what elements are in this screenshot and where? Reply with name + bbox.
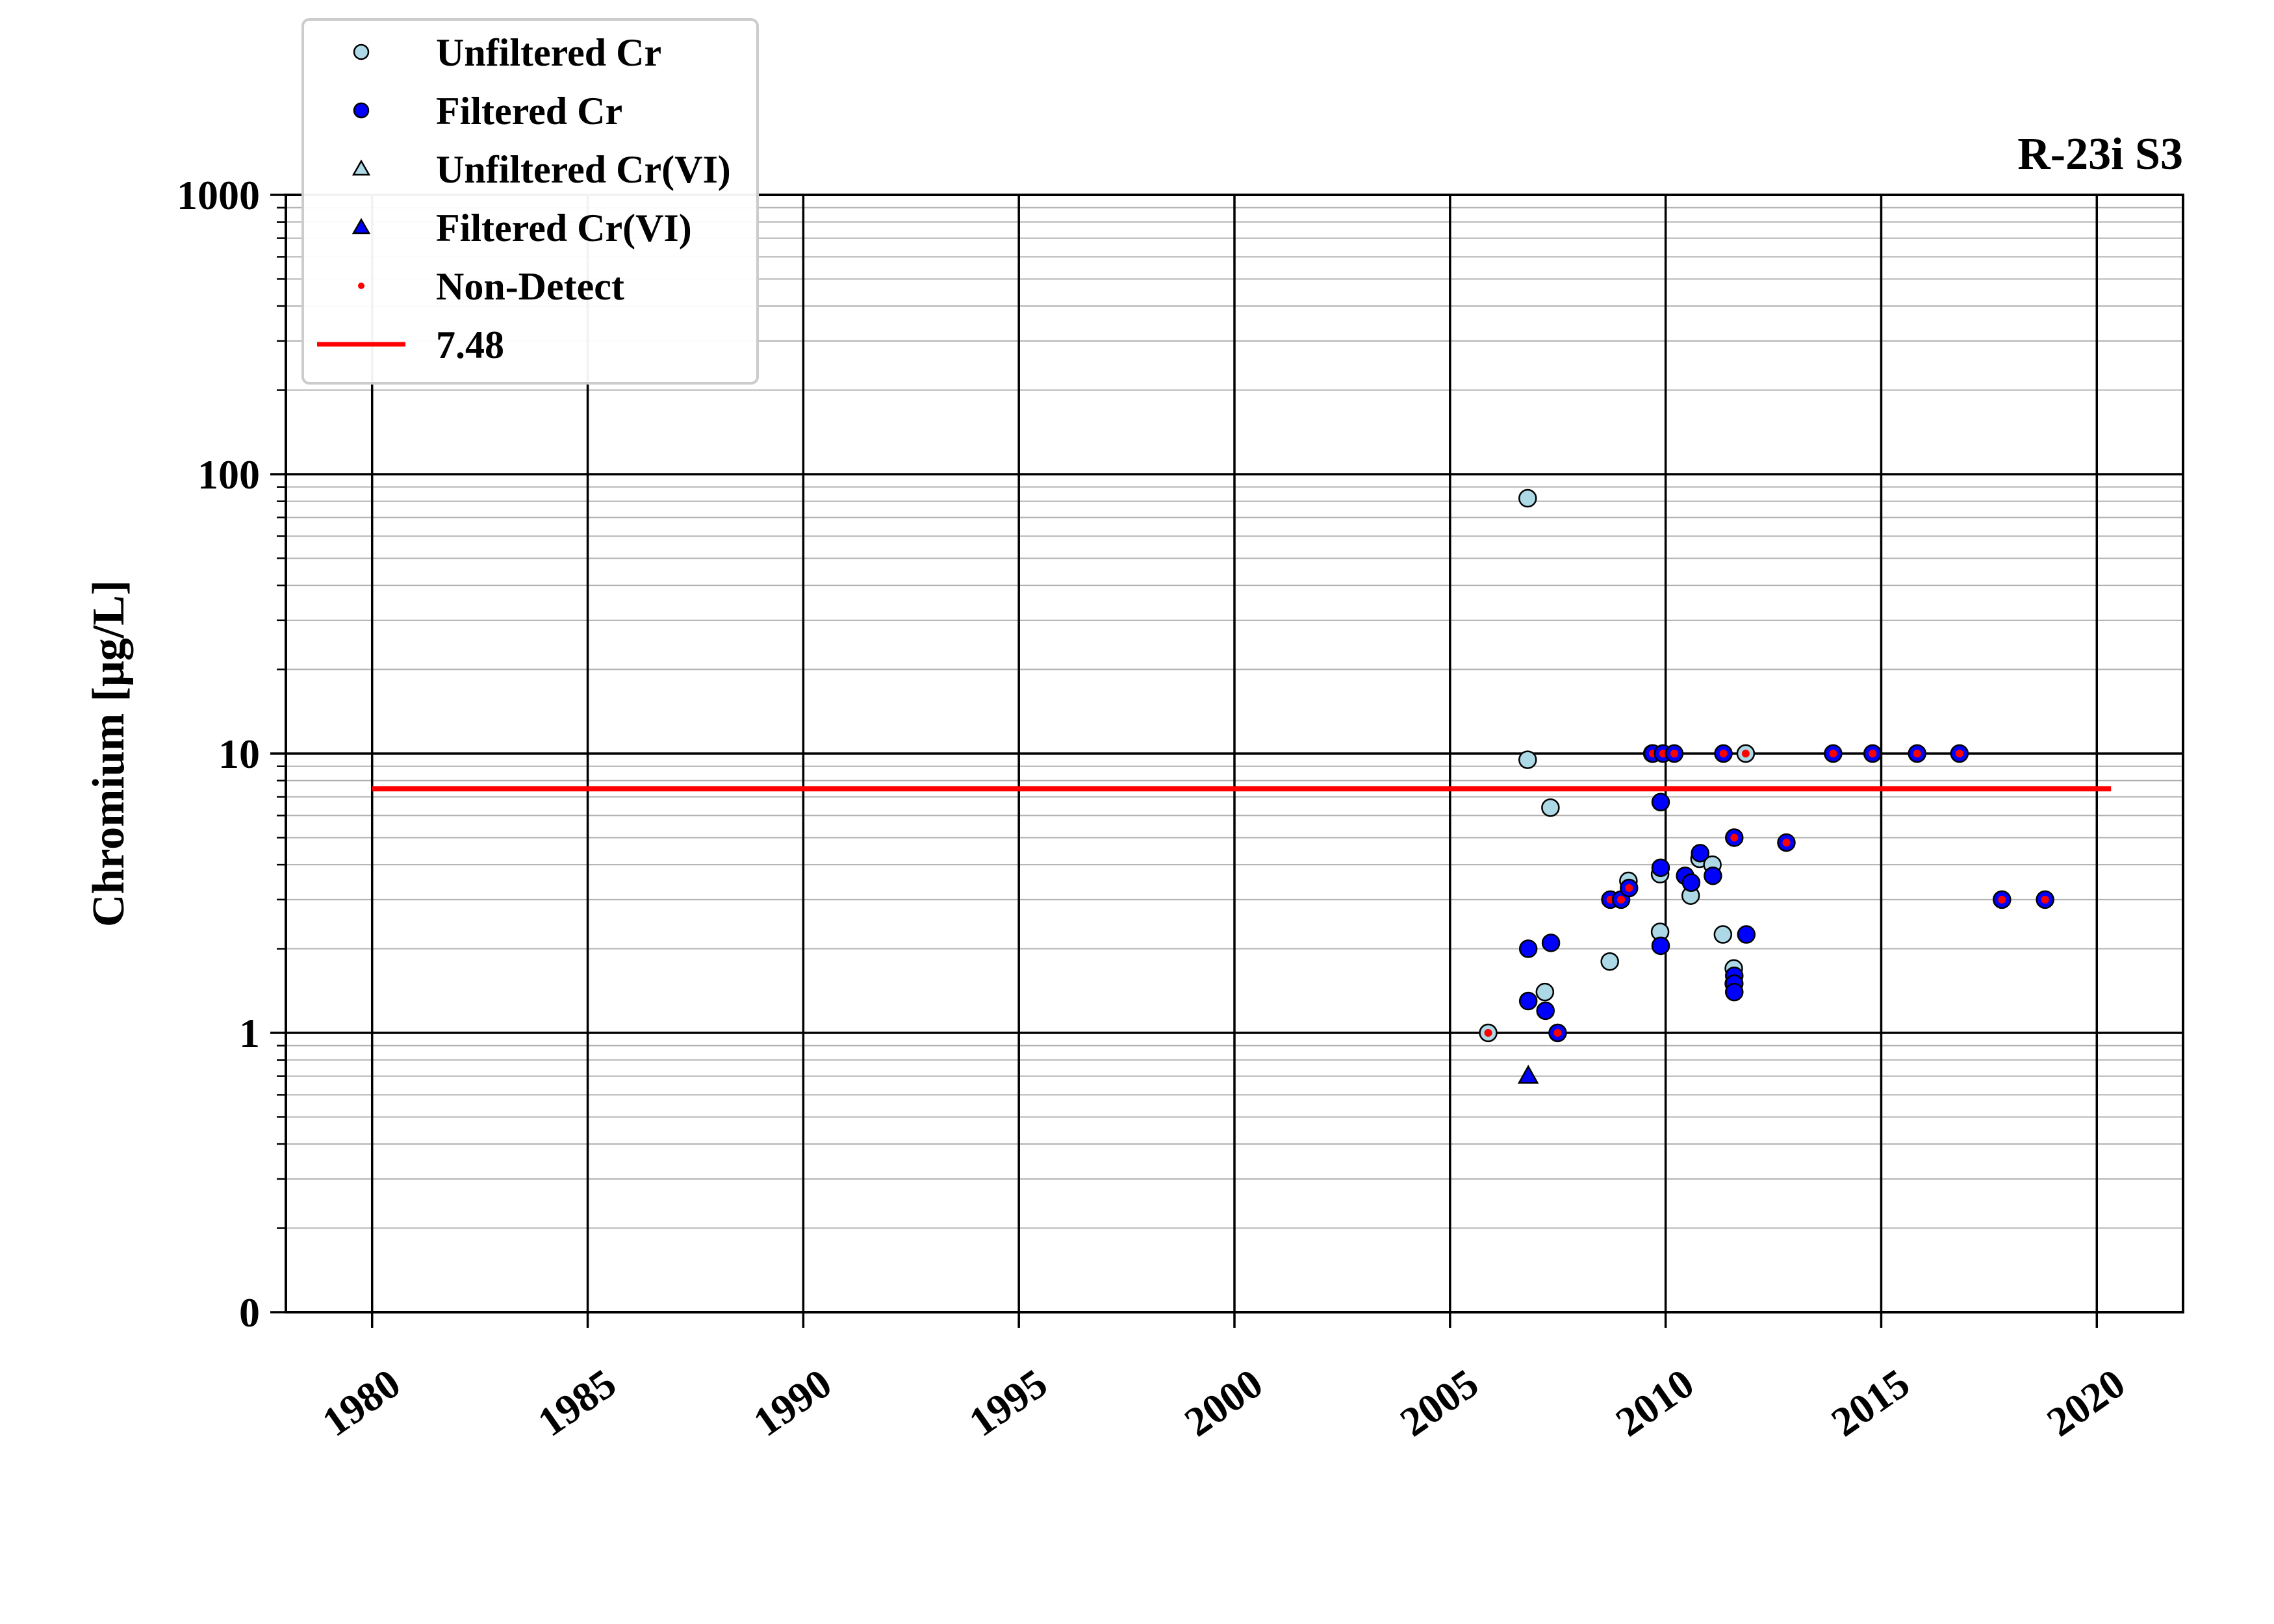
non-detect-dot xyxy=(1913,750,1921,757)
non-detect-dot xyxy=(1829,750,1837,757)
cr-circle-point xyxy=(1518,750,1537,769)
cr-circle-point xyxy=(1518,991,1538,1011)
legend-marker-triangle xyxy=(351,218,371,235)
cr-circle-point xyxy=(1681,873,1701,892)
non-detect-dot xyxy=(1741,750,1750,757)
cr-circle-point xyxy=(1691,844,1709,863)
cr-circle-point xyxy=(1651,936,1670,956)
non-detect-dot xyxy=(1869,750,1877,757)
non-detect-dot xyxy=(1553,1029,1562,1037)
y-tick-labels: 0 1 10 100 1000 xyxy=(177,172,260,1336)
legend-label-unfiltered-crvi: Unfiltered Cr(VI) xyxy=(436,148,731,191)
cr-circle-point xyxy=(1536,1001,1555,1021)
legend-label-threshold: 7.48 xyxy=(436,324,504,366)
non-detect-dot xyxy=(1730,833,1739,842)
non-detect-dot xyxy=(1617,895,1626,904)
legend-marker-circle xyxy=(353,44,370,60)
cr-circle-point xyxy=(1651,858,1670,878)
cr-circle-point xyxy=(1713,925,1733,944)
legend-label-filtered-cr: Filtered Cr xyxy=(436,90,622,133)
cr-circle-point xyxy=(1704,866,1722,885)
y-tick-label: 1 xyxy=(239,1010,260,1056)
legend: Unfiltered Cr Filtered Cr Unfiltered Cr(VI… xyxy=(301,18,759,385)
non-detect-dot xyxy=(1484,1029,1492,1037)
crvi-triangle-point xyxy=(1517,1065,1539,1084)
cr-circle-point xyxy=(1541,933,1561,952)
non-detect-dot xyxy=(1782,839,1791,847)
y-tick-label: 100 xyxy=(198,451,260,498)
data-points xyxy=(1479,488,2054,1084)
cr-circle-point xyxy=(1518,939,1538,958)
cr-circle-point xyxy=(1737,925,1756,944)
non-detect-dot xyxy=(1719,750,1728,757)
legend-box xyxy=(301,18,759,385)
y-axis-label: Chromium [μg/L] xyxy=(84,580,134,927)
cr-circle-point xyxy=(1541,798,1560,817)
cr-circle-point xyxy=(1535,982,1555,1002)
legend-marker-circle xyxy=(353,102,370,119)
cr-circle-point xyxy=(1725,982,1744,1002)
legend-marker-dot xyxy=(358,283,364,289)
cr-circle-point xyxy=(1518,488,1537,508)
chart-title: R-23i S3 xyxy=(2017,129,2183,179)
non-detect-dot xyxy=(1998,895,2006,904)
non-detect-dot xyxy=(1670,750,1678,757)
non-detect-dot xyxy=(1659,750,1667,757)
cr-circle-point xyxy=(1600,952,1619,971)
legend-marker-triangle xyxy=(351,159,371,176)
non-detect-dot xyxy=(1625,884,1633,893)
legend-label-filtered-crvi: Filtered Cr(VI) xyxy=(436,207,692,249)
legend-label-non-detect: Non-Detect xyxy=(436,265,624,308)
axis-ticks xyxy=(270,194,2099,1328)
y-tick-label: 0 xyxy=(239,1289,260,1336)
y-tick-label: 1000 xyxy=(177,172,260,218)
non-detect-dot xyxy=(1955,750,1963,757)
legend-label-unfiltered-cr: Unfiltered Cr xyxy=(436,31,661,74)
cr-circle-point xyxy=(1651,793,1670,812)
y-tick-label: 10 xyxy=(218,731,260,777)
non-detect-dot xyxy=(2041,895,2049,904)
